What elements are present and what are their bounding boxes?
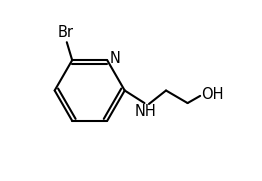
Text: OH: OH	[201, 87, 224, 102]
Text: N: N	[109, 51, 120, 66]
Text: NH: NH	[134, 104, 156, 119]
Text: Br: Br	[58, 24, 74, 39]
